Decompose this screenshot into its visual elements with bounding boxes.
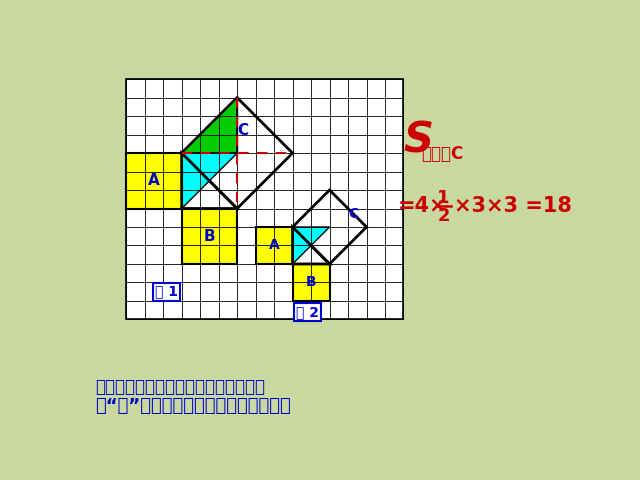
Text: 图 2: 图 2	[296, 305, 319, 319]
Text: =4×: =4×	[397, 196, 447, 216]
Polygon shape	[182, 97, 237, 153]
Text: A: A	[148, 173, 160, 188]
Text: （图中每个小方格代表一个单位面积）: （图中每个小方格代表一个单位面积）	[95, 378, 266, 396]
Text: 分“割”成若干个直角边为整数的三角形: 分“割”成若干个直角边为整数的三角形	[95, 396, 291, 415]
Text: A: A	[269, 239, 280, 252]
Polygon shape	[292, 264, 330, 301]
Text: C: C	[237, 123, 248, 138]
Polygon shape	[182, 153, 237, 208]
Polygon shape	[182, 97, 292, 208]
Bar	[126, 79, 403, 319]
Polygon shape	[292, 190, 367, 264]
Polygon shape	[126, 153, 182, 208]
Polygon shape	[255, 227, 292, 264]
Text: C: C	[348, 207, 358, 221]
Text: 1: 1	[437, 189, 450, 207]
Text: B: B	[204, 229, 215, 244]
Text: 2: 2	[437, 207, 450, 225]
Polygon shape	[292, 227, 330, 264]
Text: ×3×3 =18: ×3×3 =18	[454, 196, 572, 216]
Text: B: B	[306, 276, 316, 289]
Polygon shape	[182, 208, 237, 264]
Text: 图 1: 图 1	[156, 285, 179, 299]
Text: S: S	[403, 120, 433, 162]
Text: 正方形C: 正方形C	[421, 145, 463, 163]
